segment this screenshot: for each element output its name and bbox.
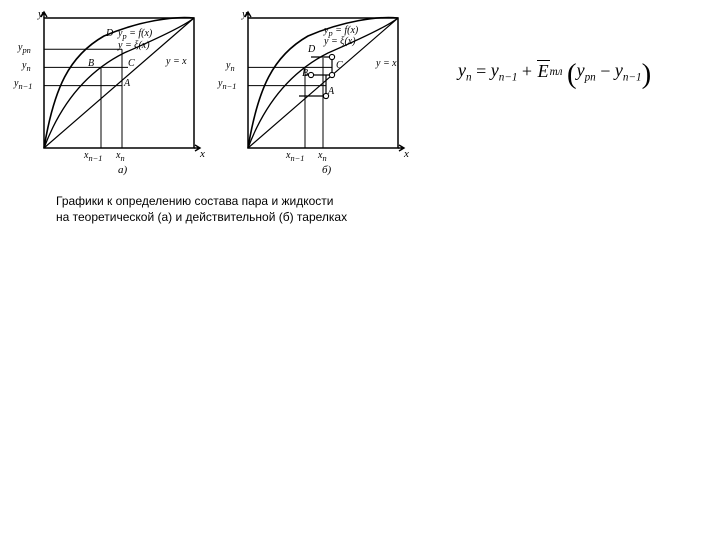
caption-line2: на теоретической (а) и действительной (б… bbox=[56, 210, 347, 224]
chart-b-ytick-yn: yn bbox=[226, 60, 235, 73]
chart-a-pt-c: C bbox=[128, 58, 135, 69]
chart-a-pt-a: A bbox=[124, 78, 130, 89]
formula-lhs: yn bbox=[458, 60, 472, 84]
caption-line1: Графики к определению состава пара и жид… bbox=[56, 194, 333, 208]
chart-b-curve-label-1: y = ξ(x) bbox=[324, 36, 356, 47]
chart-b-pt-c: C bbox=[336, 60, 343, 71]
chart-a-pt-b: B bbox=[88, 58, 94, 69]
chart-b-pt-d: D bbox=[308, 44, 315, 55]
chart-a-xlabel: x bbox=[200, 148, 205, 160]
chart-b-curve-label-2: y = x bbox=[376, 58, 397, 69]
chart-b-xlabel: x bbox=[404, 148, 409, 160]
chart-a-xtick-xn: xn bbox=[116, 150, 125, 163]
chart-a-ytick-yn: yn bbox=[22, 60, 31, 73]
chart-a-sublabel: а) bbox=[118, 164, 127, 176]
chart-a: y x yp = f(x) y = ξ(x) y = x ypn yn yn−1… bbox=[10, 10, 210, 185]
formula-p1: ypn bbox=[577, 60, 596, 84]
chart-a-xtick-xn1: xn−1 bbox=[84, 150, 102, 163]
chart-b-xtick-xn1: xn−1 bbox=[286, 150, 304, 163]
figure-caption: Графики к определению состава пара и жид… bbox=[56, 193, 456, 225]
chart-b-ytick-yn1: yn−1 bbox=[218, 78, 236, 91]
chart-b: y x yp = f(x) y = ξ(x) y = x yn yn−1 xn−… bbox=[214, 10, 414, 185]
chart-b-pt-b: B bbox=[302, 68, 308, 79]
chart-a-curve-label-1: y = ξ(x) bbox=[118, 40, 150, 51]
chart-b-ylabel: y bbox=[242, 8, 247, 20]
chart-a-curve-label-2: y = x bbox=[166, 56, 187, 67]
chart-b-sublabel: б) bbox=[322, 164, 331, 176]
chart-a-ytick-ypn: ypn bbox=[18, 42, 31, 55]
chart-b-svg bbox=[214, 10, 414, 180]
chart-a-ytick-yn1: yn−1 bbox=[14, 78, 32, 91]
chart-a-ylabel: y bbox=[38, 8, 43, 20]
chart-b-xtick-xn: xn bbox=[318, 150, 327, 163]
chart-a-pt-d: D bbox=[106, 28, 113, 39]
formula-coef: E bbox=[537, 61, 550, 82]
formula-p2: yn−1 bbox=[615, 60, 642, 84]
formula: yn = yn−1 + Eтл ( ypn − yn−1 ) bbox=[458, 60, 651, 84]
formula-rhs1: yn−1 bbox=[491, 60, 518, 84]
charts-container: y x yp = f(x) y = ξ(x) y = x ypn yn yn−1… bbox=[10, 10, 414, 185]
chart-b-pt-a: A bbox=[328, 86, 334, 97]
